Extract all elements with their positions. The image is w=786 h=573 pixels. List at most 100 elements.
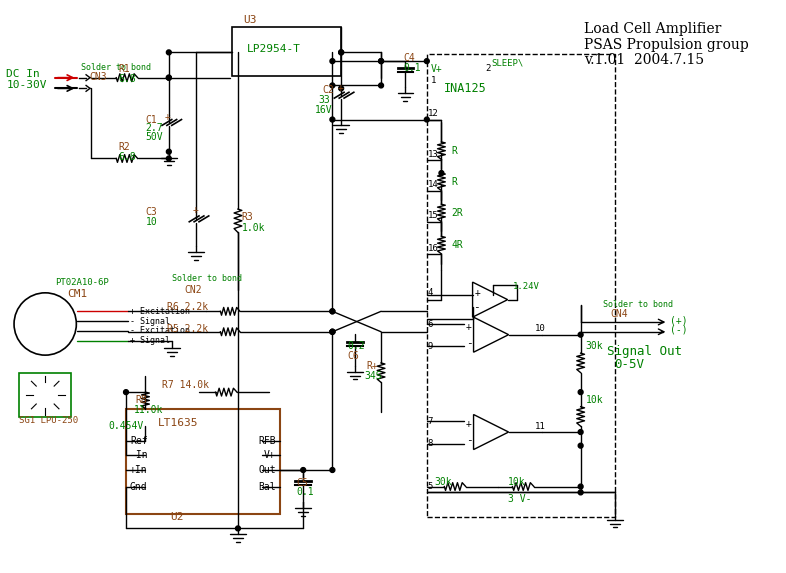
Text: Ref: Ref xyxy=(130,436,148,446)
Text: +: + xyxy=(466,322,472,332)
Circle shape xyxy=(330,309,335,314)
Text: Signal Out: Signal Out xyxy=(607,345,682,358)
Text: 1.24V: 1.24V xyxy=(512,282,539,292)
Text: LT1635: LT1635 xyxy=(158,418,199,428)
Circle shape xyxy=(578,444,583,448)
Text: 16V: 16V xyxy=(315,105,332,115)
Bar xyxy=(126,409,280,514)
Text: V+: V+ xyxy=(264,450,276,461)
Text: Bal: Bal xyxy=(259,481,276,492)
Text: R3: R3 xyxy=(242,212,254,222)
Text: -: - xyxy=(466,435,472,445)
Circle shape xyxy=(578,490,583,495)
Text: 50V: 50V xyxy=(145,132,163,142)
Circle shape xyxy=(236,526,241,531)
Text: +: + xyxy=(466,419,472,429)
Text: U3: U3 xyxy=(243,15,256,25)
Text: R: R xyxy=(451,146,457,156)
Circle shape xyxy=(167,75,171,80)
Circle shape xyxy=(167,149,171,154)
Text: 11.0k: 11.0k xyxy=(134,405,163,415)
Text: Solder to bond: Solder to bond xyxy=(603,300,673,309)
Text: U2: U2 xyxy=(170,512,183,522)
Text: + Excitation: + Excitation xyxy=(130,307,190,316)
Circle shape xyxy=(330,83,335,88)
Circle shape xyxy=(439,171,444,175)
Text: - Excitation: - Excitation xyxy=(130,326,190,335)
Text: 10-30V: 10-30V xyxy=(6,80,46,91)
Text: CN2: CN2 xyxy=(185,285,202,295)
Text: 13: 13 xyxy=(428,150,439,159)
Text: (-): (-) xyxy=(670,325,688,335)
Circle shape xyxy=(379,58,384,64)
Text: 30k: 30k xyxy=(435,477,452,486)
Text: 8: 8 xyxy=(428,439,433,448)
Circle shape xyxy=(167,156,171,161)
Circle shape xyxy=(330,117,335,122)
Text: R1: R1 xyxy=(118,64,130,74)
Text: R+: R+ xyxy=(366,361,378,371)
Circle shape xyxy=(578,430,583,434)
Text: 1.0k: 1.0k xyxy=(242,222,266,233)
Text: 34S: 34S xyxy=(365,371,382,380)
Circle shape xyxy=(330,309,335,314)
Text: R7 14.0k: R7 14.0k xyxy=(162,380,209,390)
Text: 4: 4 xyxy=(428,288,433,297)
Text: 12: 12 xyxy=(428,109,439,118)
Circle shape xyxy=(424,58,429,64)
Text: (+): (+) xyxy=(670,315,688,325)
Text: 4R: 4R xyxy=(451,240,463,250)
Text: C2: C2 xyxy=(323,85,334,95)
Text: DC In: DC In xyxy=(6,69,40,79)
Text: 10k: 10k xyxy=(508,477,525,486)
Text: R8: R8 xyxy=(136,395,148,405)
Text: 2R: 2R xyxy=(451,208,463,218)
Text: 6: 6 xyxy=(428,320,433,329)
Text: 14: 14 xyxy=(428,180,439,189)
Text: -: - xyxy=(472,303,479,312)
Text: 7: 7 xyxy=(428,417,433,426)
Text: 0.454V: 0.454V xyxy=(108,421,144,431)
Text: CM1: CM1 xyxy=(68,289,88,299)
Text: PSAS Propulsion group: PSAS Propulsion group xyxy=(583,38,748,52)
Text: 16: 16 xyxy=(428,244,439,253)
Text: 9: 9 xyxy=(428,342,433,351)
Text: C6: C6 xyxy=(347,351,358,361)
Text: R6 2.2k: R6 2.2k xyxy=(167,303,208,312)
Text: Load Cell Amplifier: Load Cell Amplifier xyxy=(583,22,721,36)
Bar xyxy=(427,54,615,517)
Text: 33: 33 xyxy=(319,95,330,105)
Text: +In: +In xyxy=(130,465,148,475)
Text: SLEEP\: SLEEP\ xyxy=(491,58,523,68)
Circle shape xyxy=(123,390,128,395)
Text: Solder to bond: Solder to bond xyxy=(172,274,242,282)
Circle shape xyxy=(339,50,343,55)
Text: + Signal: + Signal xyxy=(130,336,170,345)
Text: 6.8: 6.8 xyxy=(118,74,136,84)
Circle shape xyxy=(167,75,171,80)
Circle shape xyxy=(330,58,335,64)
Text: 1: 1 xyxy=(431,76,436,85)
Text: 0-5V: 0-5V xyxy=(615,358,645,371)
Text: +: + xyxy=(165,112,171,121)
Text: +: + xyxy=(475,288,480,298)
Text: V+: V+ xyxy=(431,64,443,74)
Text: R5 2.2k: R5 2.2k xyxy=(167,324,208,334)
Text: LP2954-T: LP2954-T xyxy=(247,45,301,54)
Circle shape xyxy=(339,50,343,55)
Text: C1: C1 xyxy=(145,115,157,124)
Circle shape xyxy=(424,117,429,122)
Text: CN3: CN3 xyxy=(89,72,107,82)
Text: 10: 10 xyxy=(535,324,545,333)
Circle shape xyxy=(167,50,171,55)
Text: R: R xyxy=(451,177,457,187)
Text: R2: R2 xyxy=(118,142,130,152)
Text: Solder to bond: Solder to bond xyxy=(81,64,151,72)
Text: 2: 2 xyxy=(485,64,490,73)
Text: +: + xyxy=(193,205,198,215)
Text: C3: C3 xyxy=(145,207,157,217)
Text: CN4: CN4 xyxy=(611,309,629,319)
Text: -In: -In xyxy=(130,450,148,461)
Circle shape xyxy=(379,58,384,64)
Circle shape xyxy=(330,329,335,334)
